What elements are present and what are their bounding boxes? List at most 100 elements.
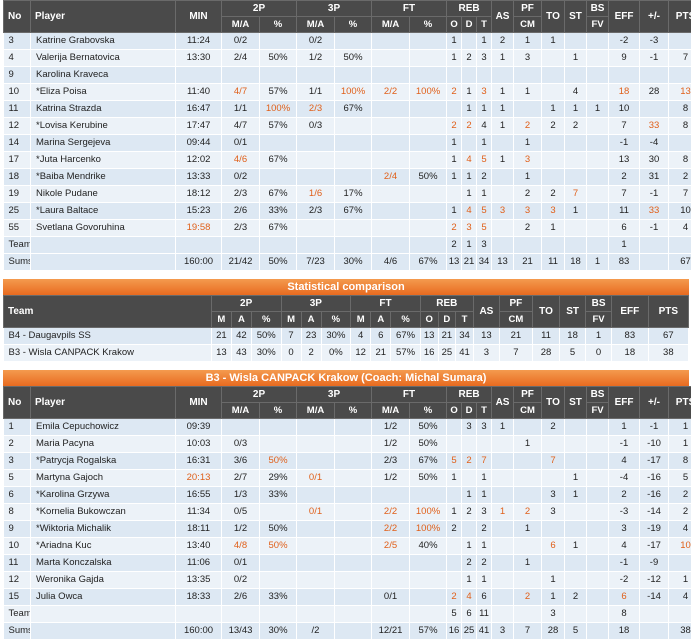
t2-col-bs: BS	[587, 387, 609, 403]
cmp-col-ft-pct: %	[391, 312, 421, 328]
bs-fv-cell	[587, 572, 609, 589]
cmp-col-ft-m: M	[351, 312, 371, 328]
t2-col-ft: FT	[372, 387, 447, 403]
ft-pct-cell	[410, 555, 447, 572]
t2-col-plus-minus[interactable]: +/-	[640, 387, 669, 419]
player-cell	[31, 606, 176, 623]
col-st[interactable]: ST	[565, 1, 587, 33]
col-no[interactable]: No	[4, 1, 31, 33]
t2-col-pf-cm: CM	[514, 403, 542, 419]
p3-ma-cell	[297, 606, 335, 623]
plus-minus-cell: -1	[640, 50, 669, 67]
pf-cm-cell: 1	[514, 436, 542, 453]
to-cell: 2	[542, 186, 565, 203]
eff-cell: 7	[609, 186, 640, 203]
reb-o-cell	[447, 572, 462, 589]
col-plus-minus[interactable]: +/-	[640, 1, 669, 33]
p2-pct-cell	[260, 135, 297, 152]
reb-d-cell: 1	[462, 237, 477, 254]
col-pf-cm: CM	[514, 17, 542, 33]
min-cell: 13:35	[176, 572, 222, 589]
eff-cell: -2	[609, 33, 640, 50]
col-as[interactable]: AS	[492, 1, 514, 33]
p3-pct-cell	[335, 606, 372, 623]
as-cell	[492, 606, 514, 623]
t2-col-as[interactable]: AS	[492, 387, 514, 419]
reb-t-cell: 5	[477, 203, 492, 220]
p2-pct-cell	[260, 169, 297, 186]
min-cell: 15:23	[176, 203, 222, 220]
cmp-col-bs-fv: FV	[586, 312, 612, 328]
plus-minus-cell: -1	[640, 419, 669, 436]
min-cell: 18:12	[176, 186, 222, 203]
col-min[interactable]: MIN	[176, 1, 222, 33]
reb-o-cell: 1	[447, 203, 462, 220]
st-cell	[565, 67, 587, 84]
cmp-col-eff[interactable]: EFF	[612, 296, 649, 328]
ft-ma-cell: 0/1	[372, 589, 410, 606]
t2-col-to[interactable]: TO	[542, 387, 565, 419]
p2-ma-cell: 4/7	[222, 84, 260, 101]
as-cell	[492, 436, 514, 453]
t2-col-min[interactable]: MIN	[176, 387, 222, 419]
to-cell	[542, 436, 565, 453]
eff-cell: 18	[609, 84, 640, 101]
cmp-col-to[interactable]: TO	[532, 296, 559, 328]
no-cell: 1	[4, 419, 31, 436]
col-pts[interactable]: PTS	[669, 1, 691, 33]
pts-cell	[669, 237, 691, 254]
player-cell: *Lovisa Kerubine	[31, 118, 176, 135]
plus-minus-cell: -1	[640, 220, 669, 237]
pts-cell	[669, 606, 691, 623]
col-player[interactable]: Player	[31, 1, 176, 33]
p2-pct-cell: 30%	[260, 623, 297, 640]
cmp-col-as[interactable]: AS	[473, 296, 499, 328]
col-eff[interactable]: EFF	[609, 1, 640, 33]
min-cell: 160:00	[176, 254, 222, 271]
t2-col-3p-ma: M/A	[297, 403, 335, 419]
t2-col-eff[interactable]: EFF	[609, 387, 640, 419]
t2-col-player[interactable]: Player	[31, 387, 176, 419]
cmp-col-pts[interactable]: PTS	[648, 296, 688, 328]
t2-col-pts[interactable]: PTS	[669, 387, 691, 419]
cmp-col-st[interactable]: ST	[560, 296, 586, 328]
plus-minus-cell: 28	[640, 84, 669, 101]
ft-m-cell: 12	[351, 345, 371, 362]
p2-pct-cell	[260, 419, 297, 436]
col-to[interactable]: TO	[542, 1, 565, 33]
to-cell: 1	[542, 101, 565, 118]
pts-cell: 67	[669, 254, 691, 271]
reb-d-cell: 1	[462, 572, 477, 589]
plus-minus-cell: -17	[640, 538, 669, 555]
bs-fv-cell	[587, 237, 609, 254]
pts-cell: 7	[669, 50, 691, 67]
t2-col-st[interactable]: ST	[565, 387, 587, 419]
pf-cm-cell: 21	[499, 328, 532, 345]
reb-t-cell: 1	[477, 538, 492, 555]
p2-ma-cell: 1/2	[222, 521, 260, 538]
bs-fv-cell: 1	[586, 328, 612, 345]
col-reb-d: D	[462, 17, 477, 33]
p2-pct-cell: 50%	[260, 50, 297, 67]
p2-pct-cell: 50%	[251, 328, 281, 345]
p3-ma-cell	[297, 555, 335, 572]
cmp-col-pf: PF	[499, 296, 532, 312]
p3-pct-cell: 0%	[321, 345, 351, 362]
cmp-col-2p: 2P	[211, 296, 281, 312]
cmp-col-ft-a: A	[371, 312, 391, 328]
p2-pct-cell: 100%	[260, 101, 297, 118]
cmp-col-team[interactable]: Team	[4, 296, 212, 328]
team1-box-score: No Player MIN 2P 3P FT REB AS PF TO ST B…	[3, 0, 691, 271]
eff-cell: 1	[609, 237, 640, 254]
ft-pct-cell	[410, 50, 447, 67]
ft-pct-cell	[410, 186, 447, 203]
pts-cell: 5	[669, 470, 691, 487]
t2-col-no[interactable]: No	[4, 387, 31, 419]
p2-ma-cell: 2/6	[222, 203, 260, 220]
cmp-col-2p-m: M	[211, 312, 231, 328]
